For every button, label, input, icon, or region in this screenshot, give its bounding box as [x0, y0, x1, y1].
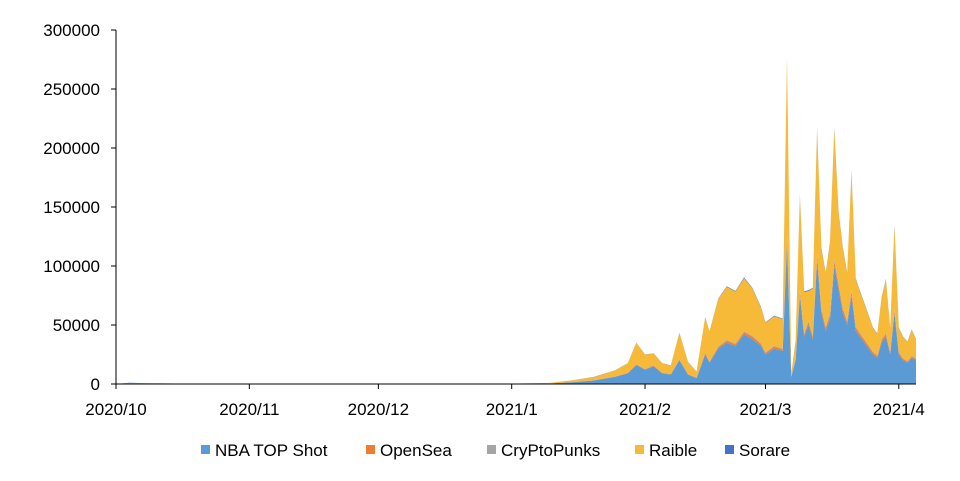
y-tick-label: 300000 [43, 21, 100, 40]
series-area-0 [116, 242, 916, 384]
legend-swatch [725, 445, 734, 454]
legend-label: Sorare [739, 441, 790, 460]
y-axis-ticks: 0 50000 100000 150000 200000 250000 300000 [43, 21, 116, 394]
x-tick-label: 2020/11 [219, 400, 279, 419]
legend-swatch [635, 445, 644, 454]
legend-label: Raible [649, 441, 697, 460]
y-tick-label: 0 [91, 375, 100, 394]
x-tick-label: 2021/2 [619, 400, 671, 419]
x-tick-label: 2020/10 [85, 400, 146, 419]
y-tick-label: 250000 [43, 80, 100, 99]
x-tick-label: 2020/12 [348, 400, 409, 419]
x-tick-label: 2021/1 [486, 400, 538, 419]
x-tick-label: 2021/3 [739, 400, 791, 419]
legend-swatch [487, 445, 496, 454]
legend: NBA TOP Shot OpenSea CryPtoPunks Raible Sora… [201, 441, 790, 460]
y-tick-label: 200000 [43, 139, 100, 158]
legend-label: CryPtoPunks [501, 441, 600, 460]
y-tick-label: 150000 [43, 198, 100, 217]
series-area-3 [116, 58, 916, 385]
y-tick-label: 50000 [53, 316, 100, 335]
legend-label: NBA TOP Shot [215, 441, 328, 460]
x-tick-label: 2021/4 [873, 400, 925, 419]
y-tick-label: 100000 [43, 257, 100, 276]
legend-label: OpenSea [380, 441, 452, 460]
x-axis-ticks: 2020/10 2020/11 2020/12 2021/1 2021/2 2021/3 2… [85, 384, 925, 419]
legend-swatch [201, 445, 210, 454]
series-areas [116, 57, 916, 385]
legend-swatch [366, 445, 375, 454]
